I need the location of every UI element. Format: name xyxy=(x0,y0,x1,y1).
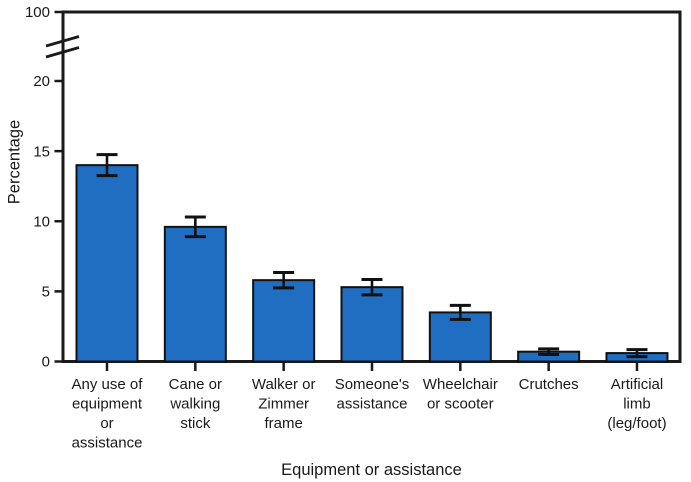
category-label: Cane or walking stick xyxy=(169,376,222,432)
category-label: Someone's assistance xyxy=(335,376,410,413)
category-label: Wheelchair or scooter xyxy=(423,376,498,413)
bar xyxy=(252,279,316,363)
y-tick-label: 5 xyxy=(42,284,50,301)
category-label: Crutches xyxy=(519,376,579,393)
category-label: Artificial limb (leg/foot) xyxy=(607,376,666,432)
x-axis-title: Equipment or assistance xyxy=(281,461,462,479)
y-tick-label: 10 xyxy=(33,213,50,230)
y-tick-label: 100 xyxy=(25,4,50,21)
category-label: Walker or Zimmer frame xyxy=(252,376,316,432)
axis-break-mark xyxy=(45,35,80,48)
bar xyxy=(163,225,227,363)
category-label: Any use of equipment or assistance xyxy=(72,376,144,452)
y-tick-label: 0 xyxy=(42,354,50,371)
bar xyxy=(75,164,139,363)
y-axis-title: Percentage xyxy=(5,119,24,205)
y-tick-label: 15 xyxy=(33,143,50,160)
y-tick-label: 20 xyxy=(33,73,50,90)
axis-break-mark xyxy=(45,46,80,59)
bar xyxy=(340,286,404,363)
